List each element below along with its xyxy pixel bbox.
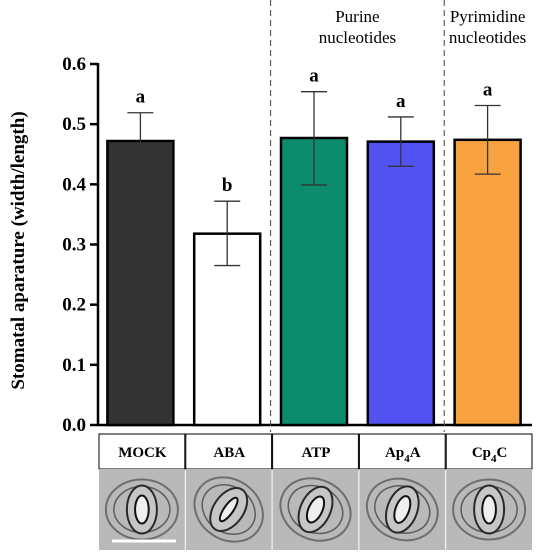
significance-letter: a [396, 91, 406, 112]
category-label-tail: A [410, 445, 421, 461]
guard-cells [365, 477, 439, 542]
category-label: Cp4C [472, 445, 508, 465]
category-box [272, 433, 359, 470]
category-label: Ap4A [385, 445, 421, 465]
guard-cells [279, 477, 352, 542]
bar-series [106, 91, 522, 427]
chart-labels: PurinenucleotidesPyrimidinenucleotidesab… [136, 7, 527, 196]
category-label-base: ABA [213, 445, 245, 461]
significance-letter: a [483, 80, 493, 101]
stomata-micrograph [359, 469, 446, 550]
stomata-micrograph [446, 469, 532, 550]
group-header-label: nucleotides [449, 28, 526, 47]
stomatal-pore [393, 495, 412, 524]
category-label: MOCK [118, 445, 167, 461]
y-tick-label: 0.3 [62, 235, 86, 256]
stomata-micrograph [185, 469, 272, 550]
category-box [358, 433, 446, 470]
category-label-base: Cp [472, 445, 491, 461]
category-label-tail: C [497, 445, 508, 461]
subsidiary-cell-outline [365, 477, 439, 542]
category-box [445, 433, 533, 470]
group-header-label: Purine [335, 7, 379, 26]
stomata-micrograph [99, 469, 185, 550]
category-label: ABA [213, 445, 245, 461]
category-label: ATP [302, 445, 331, 461]
group-header-label: Pyrimidine [450, 7, 526, 26]
y-tick-label: 0.6 [62, 54, 86, 75]
category-label-subscript: 4 [404, 453, 410, 465]
guard-cells [452, 478, 527, 541]
bar [366, 140, 436, 427]
group-header-label: nucleotides [319, 28, 396, 47]
y-tick-label: 0.1 [62, 355, 86, 376]
y-tick-label: 0.4 [62, 174, 86, 195]
y-axis-title: Stomatal aparature (width/length) [8, 111, 29, 389]
y-tick-label: 0.5 [62, 114, 86, 135]
y-tick-label: 0.2 [62, 295, 86, 316]
significance-letter: a [309, 66, 319, 87]
significance-letter: b [222, 175, 233, 196]
category-label-base: MOCK [118, 445, 167, 461]
bar [453, 138, 522, 427]
stomatal-pore [218, 496, 239, 523]
subsidiary-cell-outline [452, 478, 527, 541]
category-label-base: ATP [302, 445, 331, 461]
stomata-micrograph [272, 469, 359, 550]
category-box [185, 433, 273, 470]
stomatal-pore [481, 494, 497, 525]
stomatal-pore [134, 494, 150, 525]
category-label-base: Ap [385, 445, 404, 461]
bar [106, 139, 175, 427]
stomatal-pore [305, 495, 326, 524]
category-label-subscript: 4 [491, 453, 497, 465]
subsidiary-cell-outline [279, 477, 352, 542]
y-tick-label: 0.0 [62, 415, 86, 436]
subsidiary-cell-outline [193, 476, 264, 543]
micrograph-strip: MOCK ABA ATP Ap4A Cp4C [98, 433, 533, 550]
bar [279, 136, 349, 427]
significance-letter: a [136, 87, 146, 108]
guard-cells [193, 476, 264, 543]
guard-cells [104, 478, 179, 541]
